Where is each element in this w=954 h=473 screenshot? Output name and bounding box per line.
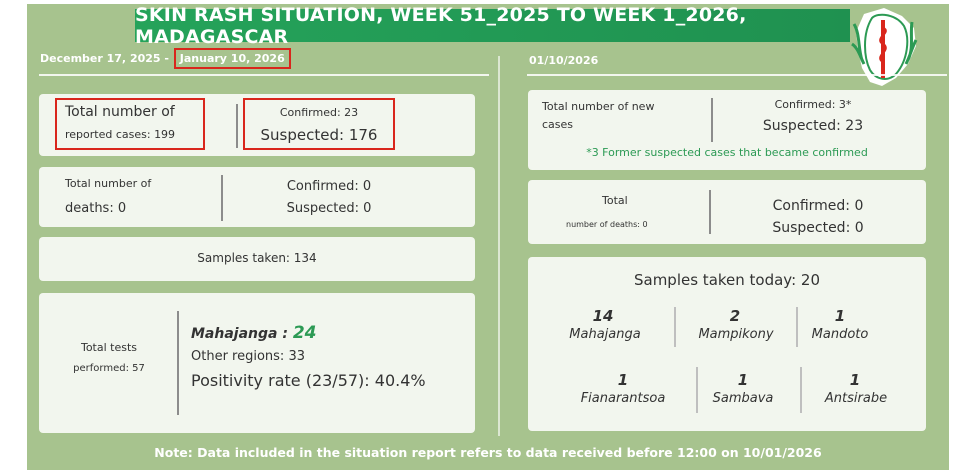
new-cases-label-line1: Total number of new: [542, 100, 655, 113]
period-end: January 10, 2026: [173, 48, 291, 69]
period-start: December 17, 2025 -: [40, 52, 173, 65]
footer-note: Note: Data included in the situation rep…: [154, 445, 822, 460]
cases-suspected: Suspected: 176: [260, 126, 378, 144]
positivity-rate: Positivity rate (23/57): 40.4%: [191, 371, 426, 390]
divider: [177, 311, 179, 415]
reported-cases-card: Total number of reported cases: 199 Conf…: [39, 94, 475, 156]
report-date: 01/10/2026: [529, 54, 599, 67]
location-count: 2: [729, 307, 741, 325]
deaths-label-line1: Total number of: [65, 177, 152, 190]
highlight-box: [55, 98, 205, 150]
divider: [800, 367, 802, 413]
mahajanga-tests-label: Mahajanga :: [191, 326, 293, 342]
panel-divider: [498, 56, 500, 436]
location-count: 1: [737, 371, 749, 389]
right-deaths-confirmed: Confirmed: 0: [772, 198, 864, 214]
divider: [674, 307, 676, 347]
new-cases-confirmed: Confirmed: 3*: [774, 98, 852, 111]
tests-label-line1: Total tests: [80, 341, 138, 354]
left-underline: [39, 74, 489, 76]
deaths-suspected: Suspected: 0: [286, 201, 372, 216]
right-deaths-card: Total number of deaths: 0 Confirmed: 0 S…: [528, 180, 926, 244]
location-name: Mahajanga: [569, 327, 641, 342]
location-name: Fianarantsoa: [580, 391, 666, 406]
location-name: Sambava: [712, 391, 774, 406]
highlight-box: [243, 98, 395, 150]
location-count: 1: [617, 371, 629, 389]
infographic: SKIN RASH SITUATION, WEEK 51_2025 TO WEE…: [27, 4, 949, 470]
divider: [796, 307, 798, 347]
new-cases-label-line2: cases: [542, 118, 574, 131]
deaths-label-line2: deaths: 0: [65, 201, 127, 216]
location-count: 1: [849, 371, 861, 389]
right-deaths-suspected: Suspected: 0: [772, 220, 864, 236]
location-name: Mandoto: [811, 327, 869, 342]
period-dates: December 17, 2025 - January 10, 2026: [40, 48, 291, 69]
tests-card: Total tests performed: 57 Mahajanga : 24…: [39, 293, 475, 433]
deaths-card: Total number of deaths: 0 Confirmed: 0 S…: [39, 167, 475, 227]
other-regions-tests: Other regions: 33: [191, 349, 305, 364]
mahajanga-tests: Mahajanga : 24: [191, 323, 317, 343]
samples-card: Samples taken: 134: [39, 237, 475, 281]
samples-today-label: Samples taken today: 20: [633, 271, 821, 289]
right-deaths-label-line2: number of deaths: 0: [566, 220, 648, 229]
divider: [221, 175, 223, 221]
location-count: 1: [834, 307, 846, 325]
new-cases-suspected: Suspected: 23: [762, 118, 864, 134]
new-cases-footnote: *3 Former suspected cases that became co…: [586, 146, 868, 159]
tests-label-line2: performed: 57: [73, 363, 145, 374]
new-cases-card: Total number of new cases Confirmed: 3* …: [528, 90, 926, 170]
right-deaths-label-line1: Total: [602, 194, 628, 207]
cases-label-line1: Total number of: [65, 104, 175, 120]
location-name: Antsirabe: [824, 391, 888, 406]
divider: [709, 190, 711, 234]
divider: [711, 98, 713, 142]
divider: [236, 104, 238, 148]
ministry-logo-icon: [851, 8, 918, 86]
divider: [696, 367, 698, 413]
mahajanga-tests-value: 24: [292, 323, 317, 343]
report-title: SKIN RASH SITUATION, WEEK 51_2025 TO WEE…: [135, 4, 850, 48]
cases-label-line2: reported cases: 199: [65, 128, 176, 141]
samples-today-card: Samples taken today: 20 14 Mahajanga 2 M…: [528, 257, 926, 431]
deaths-confirmed: Confirmed: 0: [286, 179, 372, 194]
location-count: 14: [592, 307, 614, 325]
location-name: Mampikony: [698, 327, 774, 342]
right-underline: [527, 74, 947, 76]
samples-taken: Samples taken: 134: [197, 251, 317, 265]
cases-confirmed: Confirmed: 23: [279, 106, 359, 119]
